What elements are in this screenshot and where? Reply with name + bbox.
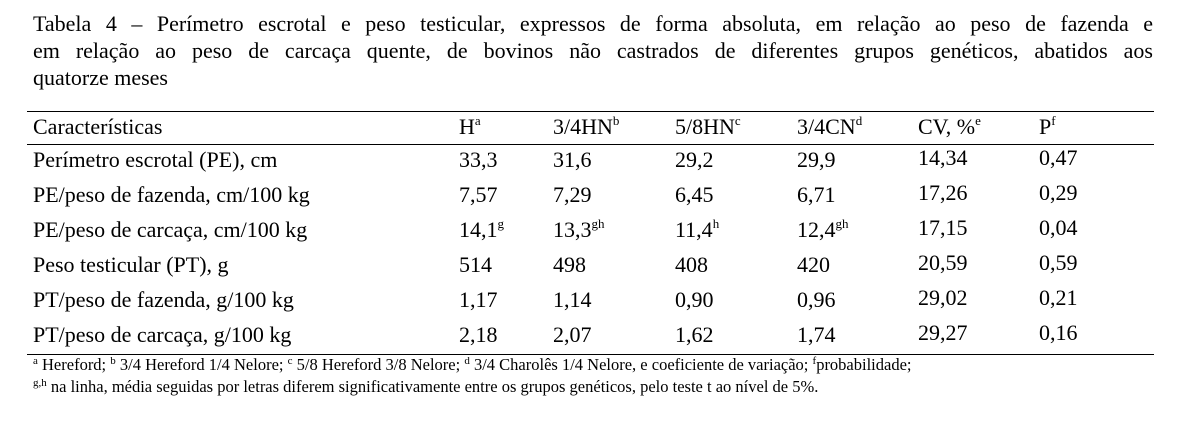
- cell-h34: 1,14: [553, 287, 592, 312]
- row-label: PT/peso de carcaça, g/100 kg: [33, 322, 292, 347]
- cell-h58: 6,45: [675, 182, 714, 207]
- footnote-line-2: g,h na linha, média seguidas por letras …: [33, 377, 819, 396]
- header-3-4hn: 3/4HNb: [553, 113, 620, 139]
- cell-h58: 0,90: [675, 287, 714, 312]
- header-3-4cn: 3/4CNd: [797, 113, 863, 139]
- header-p: Pf: [1039, 113, 1056, 139]
- footnote-line-1: a Hereford; b 3/4 Hereford 1/4 Nelore; c…: [33, 355, 912, 374]
- cell-h: 1,17: [459, 287, 498, 312]
- cell-h34: 31,6: [553, 147, 592, 172]
- cell-cn: 6,71: [797, 182, 836, 207]
- top-rule: [27, 111, 1154, 112]
- header-5-8hn: 5/8HNc: [675, 113, 741, 139]
- cell-h34: 7,29: [553, 182, 592, 207]
- cell-cn: 1,74: [797, 322, 836, 347]
- row-label: Perímetro escrotal (PE), cm: [33, 147, 278, 172]
- cell-h: 33,3: [459, 147, 498, 172]
- header-rule: [27, 144, 1154, 145]
- header-cv: CV, %e: [918, 113, 981, 139]
- header-h: Ha: [459, 113, 481, 139]
- caption-line-1: Tabela 4 – Perímetro escrotal e peso tes…: [33, 11, 1153, 36]
- row-label: PT/peso de fazenda, g/100 kg: [33, 287, 294, 312]
- cell-cv: 20,59: [918, 250, 968, 275]
- caption-line-2: em relação ao peso de carcaça quente, de…: [33, 38, 1153, 63]
- header-characteristics: Características: [33, 114, 163, 139]
- caption-line-3: quatorze meses: [33, 65, 168, 90]
- cell-p: 0,59: [1039, 250, 1078, 275]
- cell-cv: 14,34: [918, 145, 968, 170]
- cell-p: 0,47: [1039, 145, 1078, 170]
- row-label: PE/peso de fazenda, cm/100 kg: [33, 182, 310, 207]
- cell-h34: 498: [553, 252, 586, 277]
- cell-h58: 11,4h: [675, 216, 720, 242]
- cell-cv: 17,15: [918, 215, 968, 240]
- table-footnotes: a Hereford; b 3/4 Hereford 1/4 Nelore; c…: [33, 355, 1153, 399]
- cell-p: 0,29: [1039, 180, 1078, 205]
- row-label: Peso testicular (PT), g: [33, 252, 229, 277]
- bottom-rule: [27, 354, 1154, 355]
- cell-cv: 29,02: [918, 285, 968, 310]
- row-label: PE/peso de carcaça, cm/100 kg: [33, 217, 308, 242]
- cell-cn: 0,96: [797, 287, 836, 312]
- cell-p: 0,16: [1039, 320, 1078, 345]
- cell-h: 2,18: [459, 322, 498, 347]
- table-caption: Tabela 4 – Perímetro escrotal e peso tes…: [33, 10, 1153, 91]
- cell-cv: 17,26: [918, 180, 968, 205]
- cell-cn: 420: [797, 252, 830, 277]
- cell-p: 0,21: [1039, 285, 1078, 310]
- cell-h: 14,1g: [459, 216, 504, 242]
- cell-h58: 1,62: [675, 322, 714, 347]
- cell-cn: 29,9: [797, 147, 836, 172]
- cell-h34: 13,3gh: [553, 216, 605, 242]
- cell-h58: 408: [675, 252, 708, 277]
- cell-cv: 29,27: [918, 320, 968, 345]
- cell-p: 0,04: [1039, 215, 1078, 240]
- cell-h58: 29,2: [675, 147, 714, 172]
- cell-h: 7,57: [459, 182, 498, 207]
- cell-h34: 2,07: [553, 322, 592, 347]
- cell-cn: 12,4gh: [797, 216, 849, 242]
- cell-h: 514: [459, 252, 492, 277]
